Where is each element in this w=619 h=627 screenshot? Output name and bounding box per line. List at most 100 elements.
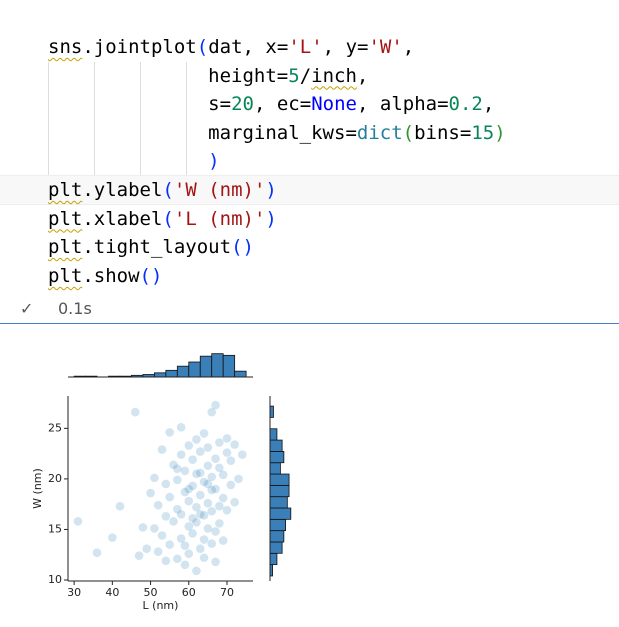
y-hist-bar bbox=[269, 484, 290, 498]
point bbox=[176, 534, 186, 543]
y-hist-bar bbox=[269, 405, 274, 418]
point bbox=[146, 488, 155, 498]
point bbox=[188, 514, 197, 523]
indent-guides bbox=[48, 62, 187, 175]
point bbox=[207, 506, 217, 516]
point bbox=[184, 484, 194, 494]
point bbox=[215, 438, 224, 447]
point bbox=[92, 548, 102, 557]
y-hist-bar bbox=[269, 473, 290, 486]
y-hist-bar bbox=[269, 507, 292, 520]
point bbox=[161, 512, 171, 521]
point bbox=[134, 551, 144, 561]
point bbox=[226, 456, 236, 465]
code-line: s=20, ec=None, alpha=0.2, bbox=[208, 93, 495, 116]
point bbox=[115, 501, 125, 511]
point bbox=[173, 464, 182, 474]
x-hist-bar bbox=[165, 369, 178, 378]
point bbox=[180, 466, 190, 476]
x-tick-label: 30 bbox=[67, 586, 81, 599]
point bbox=[211, 454, 220, 463]
x-hist-bar bbox=[188, 361, 201, 378]
point bbox=[222, 448, 232, 457]
point bbox=[195, 544, 205, 553]
point bbox=[215, 519, 224, 528]
point bbox=[184, 522, 194, 531]
point bbox=[188, 481, 197, 491]
y-hist-bar bbox=[269, 530, 285, 543]
point bbox=[180, 487, 190, 497]
point bbox=[176, 423, 186, 432]
x-hist-bar bbox=[153, 372, 167, 378]
y-hist-bar bbox=[269, 428, 278, 441]
point bbox=[173, 554, 182, 564]
code-line: ) bbox=[208, 150, 220, 173]
code-line: height=5/inch, bbox=[208, 64, 369, 87]
code-line: plt.ylabel('W (nm)') bbox=[48, 179, 277, 201]
point bbox=[161, 479, 171, 489]
status-time: 0.1s bbox=[58, 299, 92, 318]
point bbox=[192, 469, 201, 479]
x-axis-label: L (nm) bbox=[143, 599, 179, 612]
point bbox=[215, 463, 224, 473]
point bbox=[203, 524, 213, 533]
point bbox=[226, 480, 236, 490]
y-hist-bar bbox=[269, 518, 287, 532]
point bbox=[157, 531, 167, 540]
point bbox=[173, 475, 182, 485]
point bbox=[192, 566, 201, 576]
point bbox=[188, 455, 197, 464]
point bbox=[184, 496, 194, 506]
point bbox=[180, 541, 190, 550]
point bbox=[195, 468, 205, 478]
point bbox=[173, 504, 182, 514]
point bbox=[176, 450, 186, 459]
point bbox=[207, 485, 217, 495]
point bbox=[218, 536, 228, 545]
x-hist-bar bbox=[222, 354, 236, 378]
code-line: sns.jointplot(dat, x='L', y='W', bbox=[48, 36, 415, 58]
point bbox=[73, 517, 83, 526]
current-line bbox=[0, 175, 619, 205]
code-line: plt.xlabel('L (nm)') bbox=[48, 207, 277, 230]
x-hist-bar bbox=[211, 353, 224, 378]
point bbox=[207, 539, 217, 548]
point bbox=[199, 477, 209, 487]
status-check: ✓ bbox=[20, 299, 34, 318]
point bbox=[150, 524, 159, 533]
point bbox=[211, 400, 220, 410]
point bbox=[222, 434, 232, 443]
point bbox=[108, 533, 117, 542]
code-line: marginal_kws=dict(bins=15) bbox=[208, 121, 506, 144]
point bbox=[184, 441, 194, 450]
x-tick-label: 60 bbox=[182, 586, 196, 599]
y-hist-bar bbox=[269, 450, 285, 464]
y-axis-label: W (nm) bbox=[31, 468, 44, 509]
point bbox=[199, 429, 209, 438]
point bbox=[230, 440, 239, 449]
y-hist-bar bbox=[269, 496, 288, 509]
point bbox=[138, 523, 148, 532]
point bbox=[165, 540, 174, 549]
point bbox=[218, 470, 228, 480]
point bbox=[153, 547, 163, 556]
point bbox=[188, 529, 197, 538]
point bbox=[165, 428, 174, 437]
point bbox=[192, 502, 201, 512]
point bbox=[153, 500, 163, 510]
point bbox=[215, 501, 224, 511]
y-hist-bar bbox=[269, 541, 283, 554]
point bbox=[203, 443, 213, 452]
point bbox=[180, 560, 190, 570]
y-hist-bar bbox=[269, 462, 281, 475]
point bbox=[207, 407, 217, 417]
chart: 30 40 50 60 70 10 15 20 25 L (nm) W (nm) bbox=[31, 353, 292, 612]
y-hist-bar bbox=[269, 552, 278, 566]
point bbox=[165, 492, 174, 502]
point bbox=[192, 518, 201, 527]
point bbox=[195, 490, 205, 500]
point bbox=[192, 435, 201, 444]
code-line: plt.show() bbox=[48, 264, 163, 287]
